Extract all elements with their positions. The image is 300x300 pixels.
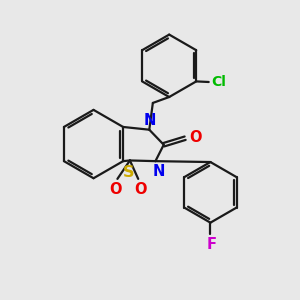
Text: F: F	[207, 237, 217, 252]
Text: O: O	[189, 130, 202, 145]
Text: S: S	[123, 165, 134, 180]
Text: O: O	[134, 182, 146, 197]
Text: Cl: Cl	[212, 75, 226, 89]
Text: N: N	[144, 113, 156, 128]
Text: N: N	[152, 164, 165, 178]
Text: O: O	[110, 182, 122, 197]
